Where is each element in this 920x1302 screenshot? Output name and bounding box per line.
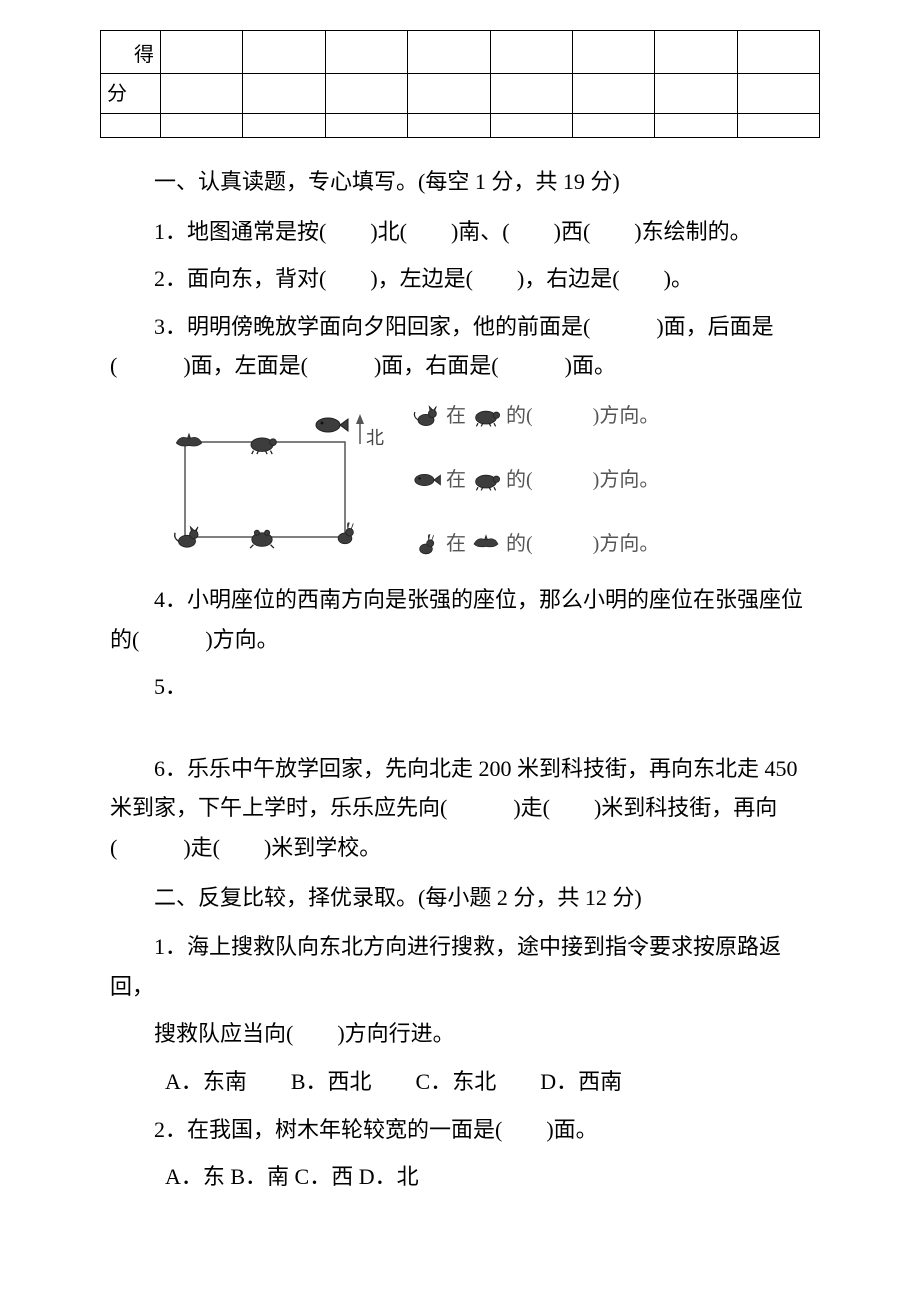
turtle-icon [245,430,279,456]
question-2-1-line2: 搜救队应当向( )方向行进。 [110,1014,820,1054]
turtle-icon [470,468,502,492]
section-1-title: 一、认真读题，专心填写。(每空 1 分，共 19 分) [110,162,820,202]
question-1-3: 3．明明傍晚放学面向夕阳回家，他的前面是( )面，后面是( )面，左面是( )面… [110,307,820,386]
bird-icon [172,430,206,456]
turtle-icon [470,404,502,428]
score-label-bottom: 分 [101,74,161,114]
question-1-5: 5． [110,667,820,707]
question-1-4: 4．小明座位的西南方向是张强的座位，那么小明的座位在张强座位的( )方向。 [110,580,820,659]
q5-statement-3: 在 的( )方向。 [410,526,659,562]
fish-icon [410,468,442,492]
cat-icon [410,404,442,428]
north-label: 北 [366,422,384,454]
section-2-title: 二、反复比较，择优录取。(每小题 2 分，共 12 分) [110,878,820,918]
question-2-2: 2．在我国，树木年轮较宽的一面是( )面。 [110,1110,820,1150]
question-2-1-line1: 1．海上搜救队向东北方向进行搜救，途中接到指令要求按原路返回， [110,927,820,1006]
rabbit-icon [328,520,362,546]
score-table: 得 分 [100,30,820,138]
bird-icon [470,532,502,556]
rabbit-icon [410,532,442,556]
question-1-6: 6．乐乐中午放学回家，先向北走 200 米到科技街，再向东北走 450 米到家，… [110,749,820,868]
question-figure: 北 在 的( )方向。 在 的( )方向。 在 的( )方向。 [160,398,820,562]
cat-icon [170,524,204,550]
score-label-top: 得 [101,31,161,74]
question-2-2-options: A．东 B．南 C．西 D．北 [110,1157,820,1197]
question-1-2: 2．面向东，背对( )，左边是( )，右边是( )。 [110,259,820,299]
question-1-1: 1．地图通常是按( )北( )南、( )西( )东绘制的。 [110,212,820,252]
question-2-1-options: A．东南 B．西北 C．东北 D．西南 [110,1062,820,1102]
q5-statement-1: 在 的( )方向。 [410,398,659,434]
frog-icon [245,524,279,550]
diagram-box: 北 [160,402,380,557]
q5-statements: 在 的( )方向。 在 的( )方向。 在 的( )方向。 [410,398,659,562]
fish-icon [310,410,350,440]
q5-statement-2: 在 的( )方向。 [410,462,659,498]
